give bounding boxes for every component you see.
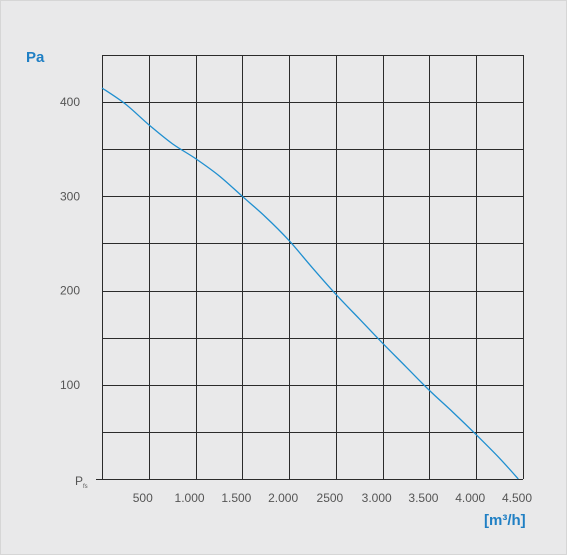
y-tick-label: 300	[60, 189, 80, 203]
grid	[96, 55, 524, 480]
x-tick-label: 3.500	[408, 491, 438, 505]
y-tick-label: 200	[60, 284, 80, 298]
x-tick-label: 1.500	[221, 491, 251, 505]
y-origin-label-sub: fs	[83, 484, 88, 490]
x-tick-label: 500	[133, 491, 153, 505]
pressure-curve	[101, 87, 519, 480]
x-tick-label: 2500	[317, 491, 344, 505]
y-origin-label: Pfs	[75, 474, 88, 490]
curve-layer	[101, 87, 519, 480]
x-axis-title: [m³/h]	[484, 512, 526, 529]
x-tick-label: 2.000	[268, 491, 298, 505]
y-origin-label-main: P	[75, 474, 83, 488]
x-tick-label: 4.500	[502, 491, 532, 505]
y-axis-title: Pa	[26, 49, 45, 66]
labels: Pa [m³/h] Pfs 100 200 300 400 500 1.000 1.500 2…	[26, 49, 532, 529]
y-tick-label: 400	[60, 95, 80, 109]
x-tick-label: 4.000	[455, 491, 485, 505]
x-tick-label: 3.000	[362, 491, 392, 505]
x-tick-label: 1.000	[175, 491, 205, 505]
y-tick-label: 100	[60, 378, 80, 392]
